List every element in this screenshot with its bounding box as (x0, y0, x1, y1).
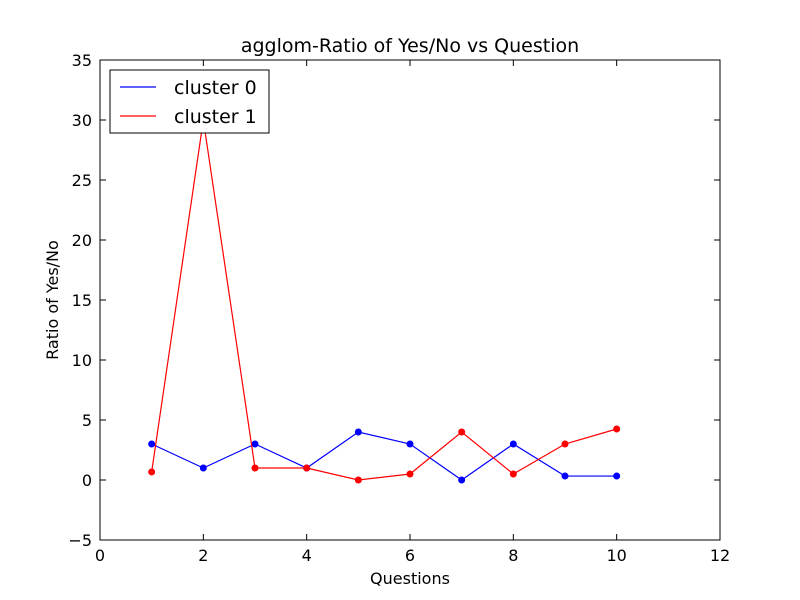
y-tick-label: 20 (72, 231, 92, 250)
data-point (354, 476, 362, 484)
legend: cluster 0 cluster 1 (109, 69, 270, 134)
legend-label: cluster 0 (174, 77, 257, 99)
x-axis-label: Questions (370, 569, 450, 588)
x-tick-label: 6 (405, 546, 415, 565)
plot-frame (99, 59, 721, 541)
x-tick-label: 4 (302, 546, 312, 565)
series-line (151, 431, 617, 481)
data-point (354, 428, 362, 436)
legend-box (109, 69, 270, 134)
y-tick-label: 30 (72, 111, 92, 130)
data-point (406, 440, 414, 448)
x-tick-label: 8 (508, 546, 518, 565)
y-axis-label: Ratio of Yes/No (43, 240, 62, 360)
data-point (199, 464, 207, 472)
y-tick-label: 15 (72, 291, 92, 310)
data-point (251, 440, 259, 448)
data-point (148, 468, 156, 476)
data-point (406, 470, 414, 478)
series-0 (148, 428, 621, 484)
data-point (561, 472, 569, 480)
data-point (561, 440, 569, 448)
y-tick-label: 0 (82, 471, 92, 490)
data-point (613, 472, 621, 480)
chart-title: agglom-Ratio of Yes/No vs Question (241, 35, 579, 57)
y-tick-label: 25 (72, 171, 92, 190)
legend-label: cluster 1 (174, 106, 257, 128)
data-point (148, 440, 156, 448)
data-point (303, 464, 311, 472)
y-tick-label: 10 (72, 351, 92, 370)
series-1 (148, 116, 621, 484)
data-point (251, 464, 259, 472)
data-point (458, 428, 466, 436)
series-line (151, 119, 617, 481)
series-layer (148, 116, 621, 484)
y-tick-label: 35 (72, 51, 92, 70)
data-point (509, 440, 517, 448)
x-tick-label: 0 (95, 546, 105, 565)
y-tick-label: −5 (68, 531, 92, 550)
data-point (509, 470, 517, 478)
x-tick-label: 2 (198, 546, 208, 565)
data-point (613, 425, 621, 433)
y-tick-label: 5 (82, 411, 92, 430)
data-point (458, 476, 466, 484)
x-tick-label: 12 (710, 546, 730, 565)
x-tick-label: 10 (606, 546, 626, 565)
